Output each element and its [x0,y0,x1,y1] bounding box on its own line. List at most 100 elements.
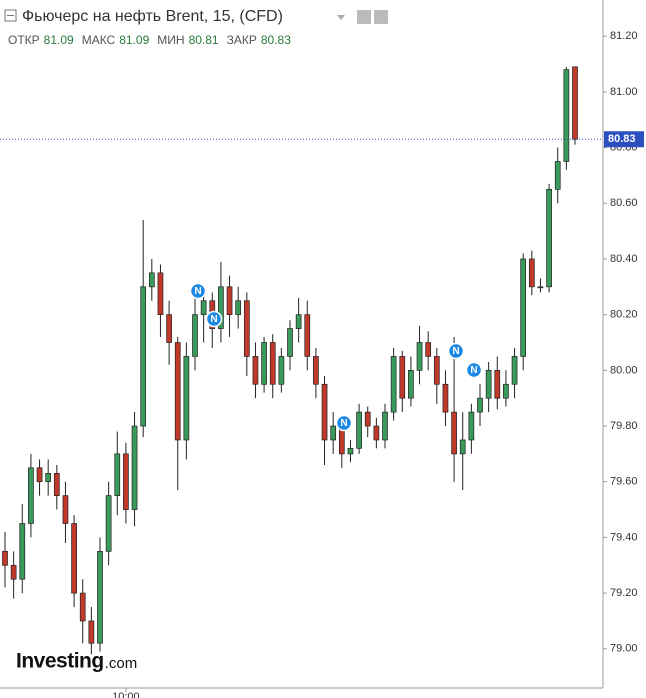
y-tick-label: 81.20 [610,30,638,42]
candle-body [408,369,414,399]
candle-body [200,300,207,316]
candle-body [183,356,190,441]
candle-body [451,411,457,455]
candle-body [71,523,77,594]
candle-body [226,286,233,316]
candle-body [477,397,483,413]
candle-body [520,258,527,357]
candle-body [36,467,43,483]
x-tick-label: 10:00 [112,691,140,698]
candle-body [537,286,544,289]
candle-body [2,550,8,566]
candle-body [261,342,267,385]
candle-body [416,342,423,371]
y-tick-label: 81.00 [610,86,638,98]
candle-body [304,314,311,357]
candle-body [123,453,129,510]
candle-body [62,495,69,524]
candle-body [313,356,319,385]
candle-body [105,495,112,552]
last-price-label: 80.83 [608,133,636,145]
candle-body [468,411,475,441]
news-event-label: N [452,346,459,357]
candle-body [157,272,164,316]
candle-body [485,369,492,399]
y-tick-label: 80.00 [610,364,638,376]
ohlc-value: 80.81 [189,33,219,47]
candle-body [287,328,293,357]
gear-icon[interactable] [374,10,388,24]
news-event-label: N [194,286,201,297]
y-tick-label: 80.40 [610,253,638,265]
candle-body [28,467,34,524]
candle-body [166,314,172,343]
candle-body [330,425,337,441]
last-price-box [604,131,644,148]
ohlc-value: 81.09 [44,33,74,47]
news-event [205,310,223,328]
news-event [465,361,483,379]
candle-body [235,300,242,316]
ohlc-value: 81.09 [119,33,149,47]
candle-body [433,356,440,385]
candle-body [572,66,578,140]
ohlc-label: ЗАКР [227,33,257,47]
candle-body [97,550,103,644]
candle-body [459,439,466,455]
candle-body [347,447,354,455]
y-tick-label: 79.20 [610,587,638,599]
y-tick-label: 79.40 [610,531,638,543]
watermark-domain: .com [105,655,138,672]
news-event-label: N [210,314,217,325]
dropdown-arrow[interactable] [337,15,345,20]
ohlc-label: МИН [157,33,184,47]
candle-body [503,383,509,399]
y-tick-label: 79.60 [610,476,638,488]
news-event-label: N [340,418,347,429]
candle-body [321,383,328,441]
ohlc-label: МАКС [82,33,116,47]
candle-body [88,620,95,644]
candle-body [192,314,198,357]
candle-body [19,523,26,580]
candle-body [148,272,155,288]
candle-body [218,286,224,329]
y-tick-label: 80.20 [610,309,638,321]
y-tick-label: 79.80 [610,420,638,432]
candle-body [546,188,552,288]
settings-icon[interactable] [357,10,371,24]
candle-body [382,411,388,441]
candle-body [53,473,60,497]
ohlc-value: 80.83 [261,33,291,47]
candle-body [174,342,181,441]
news-event [447,342,465,360]
candle-body [528,258,535,288]
candle-body [511,356,518,385]
watermark-brand: Investing [16,650,104,673]
candle-body [114,453,121,497]
collapse-icon[interactable] [4,9,17,22]
candle-body [252,356,259,385]
candle-body [243,300,250,357]
candle-body [45,473,52,483]
candle-body [390,356,397,413]
candle-body [131,425,138,510]
candle-body [79,592,86,622]
candle-body [356,411,362,449]
chart-title: Фьючерс на нефть Brent, 15, (CFD) [22,8,283,25]
candle-body [425,342,432,357]
candle-body [10,564,17,580]
candle-body [140,286,147,427]
y-tick-label: 80.60 [610,197,638,209]
y-tick-label: 79.00 [610,643,638,655]
candle-body [278,356,285,385]
candle-body [399,356,406,399]
news-event [335,414,353,432]
ohlc-label: ОТКР [8,33,40,47]
candle-body [269,342,276,385]
candle-body [364,411,371,427]
candle-body [295,314,302,329]
news-event-label: N [470,365,477,376]
candle-body [563,69,570,162]
